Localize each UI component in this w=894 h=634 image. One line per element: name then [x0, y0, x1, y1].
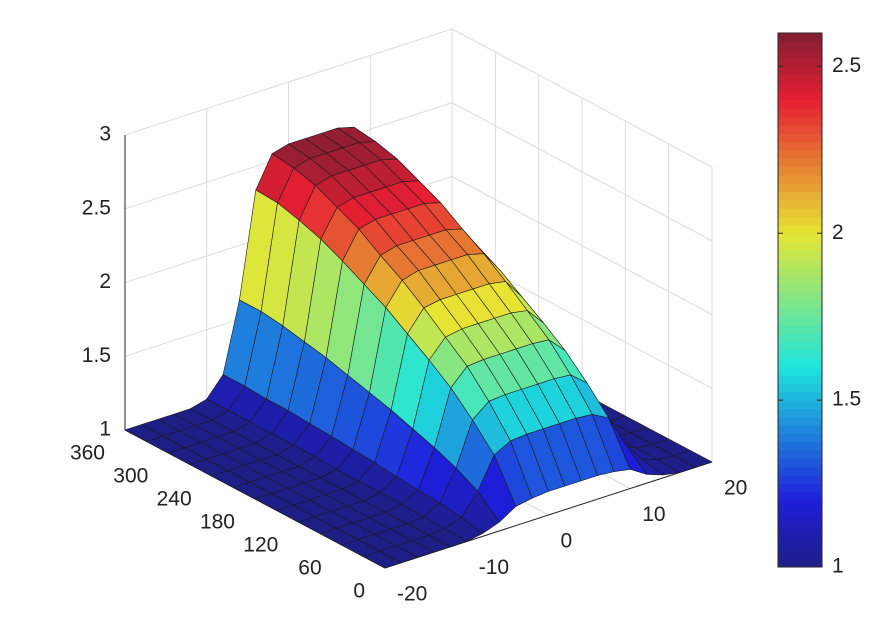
colorbar-cell — [778, 99, 822, 109]
colorbar-cell — [778, 425, 822, 434]
colorbar-cell — [778, 133, 822, 142]
colorbar-cell — [778, 208, 822, 218]
y-tick-label: 360 — [70, 442, 105, 465]
colorbar-cell — [778, 450, 822, 460]
colorbar-cell — [778, 533, 822, 543]
colorbar-tick-label: 2 — [832, 221, 844, 244]
colorbar-cell — [778, 366, 822, 376]
y-tick-label: 0 — [353, 580, 365, 603]
colorbar-cell — [778, 183, 822, 193]
colorbar-cell — [778, 33, 822, 42]
colorbar-cell — [778, 491, 822, 501]
colorbar-frame — [777, 32, 823, 568]
colorbar-cell — [778, 241, 822, 251]
colorbar-cell — [778, 375, 822, 384]
z-tick-label: 3 — [99, 123, 111, 146]
colorbar-cell — [778, 541, 822, 551]
colorbar-tick-label: 1.5 — [832, 388, 861, 411]
colorbar-cell — [778, 475, 822, 485]
colorbar-cell — [778, 83, 822, 92]
y-tick-label: 240 — [157, 488, 192, 511]
colorbar-cell — [778, 49, 822, 59]
colorbar-tick-label: 1 — [832, 555, 844, 578]
colorbar-cell — [778, 58, 822, 67]
colorbar-cell — [778, 408, 822, 418]
z-tick-label: 1.5 — [82, 344, 111, 367]
colorbar-cell — [778, 316, 822, 326]
x-tick-label: -10 — [479, 556, 509, 579]
colorbar-cell — [778, 291, 822, 301]
colorbar-cell — [778, 91, 822, 101]
colorbar-cell — [778, 158, 822, 167]
colorbar-cell — [778, 466, 822, 476]
z-tick-label: 1 — [99, 418, 111, 441]
colorbar-cell — [778, 308, 822, 318]
colorbar-cell — [778, 508, 822, 518]
colorbar-cell — [778, 350, 822, 359]
surface-patch — [363, 550, 402, 569]
colorbar-cell — [778, 166, 822, 176]
colorbar-cell — [778, 325, 822, 334]
colorbar-cell — [778, 141, 822, 151]
colorbar-cell — [778, 216, 822, 226]
colorbar-cell — [778, 558, 822, 568]
colorbar-cell — [778, 124, 822, 134]
colorbar-cell — [778, 266, 822, 276]
colorbar-cell — [778, 108, 822, 117]
grid-line — [124, 28, 453, 136]
z-tick-label: 2.5 — [82, 196, 111, 219]
colorbar-cell — [778, 199, 822, 209]
colorbar-cell — [778, 500, 822, 510]
colorbar-cell — [778, 41, 822, 51]
grid-line — [451, 102, 713, 242]
y-tick-label: 300 — [113, 465, 148, 488]
colorbar-cell — [778, 358, 822, 368]
colorbar-cell — [778, 516, 822, 526]
colorbar-cell — [778, 525, 822, 535]
colorbar-cell — [778, 174, 822, 184]
x-tick-label: 10 — [642, 503, 665, 526]
colorbar-cell — [778, 224, 822, 234]
grid-line — [451, 176, 713, 315]
z-tick-label: 2 — [99, 270, 111, 293]
colorbar-tick-label: 2.5 — [832, 54, 861, 77]
colorbar-cell — [778, 383, 822, 393]
colorbar-cell — [778, 550, 822, 560]
colorbar-cell — [778, 116, 822, 126]
colorbar-cell — [778, 391, 822, 401]
colorbar-cell — [778, 249, 822, 259]
x-tick-label: -20 — [397, 583, 427, 606]
x-tick-label: 20 — [724, 477, 747, 500]
y-tick-label: 180 — [200, 511, 235, 534]
colorbar-cell — [778, 300, 822, 309]
colorbar-cell — [778, 416, 822, 426]
grid-line — [451, 28, 713, 168]
y-tick-label: 120 — [243, 534, 278, 557]
colorbar-cell — [778, 149, 822, 159]
colorbar-cell — [778, 283, 822, 293]
colorbar-cell — [778, 441, 822, 451]
colorbar-cell — [778, 191, 822, 201]
x-tick-label: 0 — [561, 530, 573, 553]
colorbar-cell — [778, 66, 822, 76]
colorbar-cell — [778, 433, 822, 443]
colorbar-cell — [778, 233, 822, 243]
colorbar-cell — [778, 483, 822, 493]
y-tick-label: 60 — [298, 557, 321, 580]
colorbar-cell — [778, 333, 822, 343]
colorbar-cell — [778, 458, 822, 468]
colorbar-cell — [778, 74, 822, 84]
colorbar-cell — [778, 274, 822, 284]
colorbar-cell — [778, 258, 822, 268]
colorbar-cell — [778, 341, 822, 351]
colorbar-cell — [778, 400, 822, 409]
